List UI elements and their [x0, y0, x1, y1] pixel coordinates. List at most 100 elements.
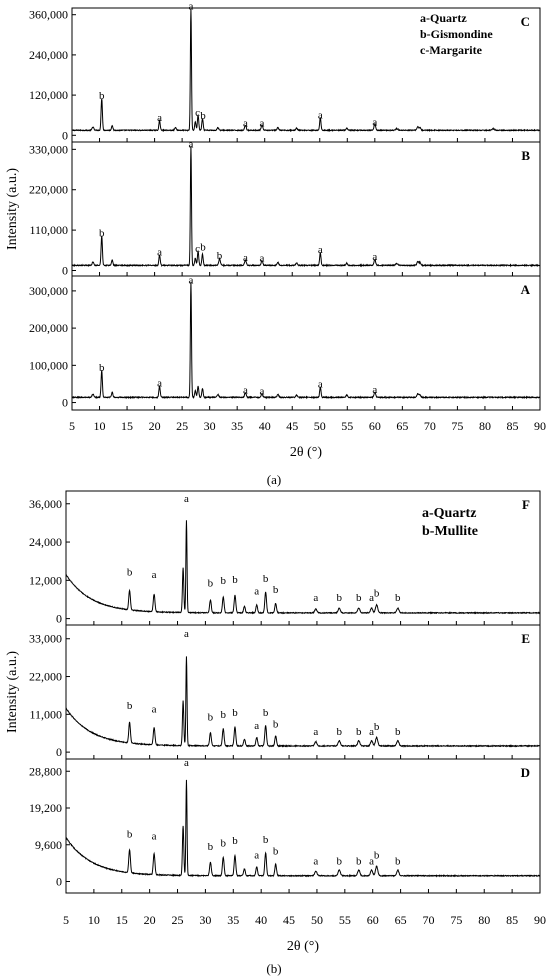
peak-label: a — [188, 1, 193, 13]
x-tick-label: 35 — [231, 419, 243, 433]
series-line-A — [71, 281, 541, 400]
x-tick-label: 25 — [176, 419, 188, 433]
peak-label: a — [184, 757, 189, 769]
y-tick-label: 28,800 — [29, 764, 62, 778]
peak-label: a — [243, 385, 248, 397]
x-tick-label: 30 — [199, 913, 211, 927]
x-tick-label: 60 — [369, 419, 381, 433]
peak-label: a — [152, 569, 157, 581]
x-tick-label: 10 — [88, 913, 100, 927]
peak-label: b — [217, 250, 223, 262]
x-tick-label: 80 — [479, 419, 491, 433]
x-tick-label: 85 — [506, 419, 518, 433]
panel-letter: A — [521, 282, 531, 297]
peak-label: b — [356, 592, 362, 604]
peak-label: b — [221, 837, 227, 849]
series-line-D — [65, 779, 541, 878]
panel-frame — [71, 275, 541, 411]
peak-label: b — [127, 828, 133, 840]
x-axis-title: 2θ (°) — [290, 445, 322, 460]
x-tick-label: 50 — [311, 913, 323, 927]
peak-label: a — [152, 830, 157, 842]
peak-label: b — [263, 707, 269, 719]
y-tick-label: 12,000 — [29, 573, 62, 587]
peak-label: b — [395, 726, 401, 738]
peak-label: a — [184, 493, 189, 505]
y-tick-label: 36,000 — [29, 497, 62, 511]
series-line-C — [71, 8, 541, 133]
y-tick-label: 0 — [62, 396, 68, 410]
caption-a: (a) — [267, 472, 281, 487]
peak-label: b — [208, 712, 214, 724]
x-tick-label: 5 — [69, 419, 75, 433]
y-tick-label: 100,000 — [29, 358, 68, 372]
peak-label: a — [243, 118, 248, 130]
legend-entry: c-Margarite — [420, 43, 483, 57]
peak-label: b — [232, 707, 238, 719]
x-tick-label: 20 — [144, 913, 156, 927]
x-axis-title: 2θ (°) — [287, 939, 319, 954]
y-tick-label: 0 — [62, 263, 68, 277]
peak-label: a — [157, 246, 162, 258]
y-tick-label: 240,000 — [29, 48, 68, 62]
x-tick-label: 70 — [422, 913, 434, 927]
panel-letter: B — [521, 148, 530, 163]
y-tick-label: 120,000 — [29, 88, 68, 102]
peak-label: b — [273, 718, 279, 730]
peak-label: a — [369, 855, 374, 867]
x-tick-label: 40 — [259, 419, 271, 433]
peak-label: b — [200, 110, 206, 122]
y-tick-label: 19,200 — [29, 801, 62, 815]
legend-entry: a-Quartz — [422, 506, 476, 521]
x-tick-label: 85 — [506, 913, 518, 927]
x-tick-label: 15 — [121, 419, 133, 433]
peak-label: a — [254, 586, 259, 598]
y-tick-label: 110,000 — [29, 223, 68, 237]
y-tick-label: 0 — [62, 128, 68, 142]
panel-frame — [65, 624, 541, 760]
peak-label: b — [374, 587, 380, 599]
x-tick-label: 45 — [286, 419, 298, 433]
peak-label: a — [369, 726, 374, 738]
legend-entry: a-Quartz — [420, 11, 467, 25]
peak-label: a — [188, 274, 193, 286]
peak-label: c — [195, 107, 200, 119]
peak-label: b — [99, 90, 105, 102]
peak-label: b — [273, 584, 279, 596]
x-tick-label: 45 — [283, 913, 295, 927]
panel-frame — [71, 141, 541, 277]
y-tick-label: 0 — [56, 612, 62, 626]
y-axis-title: Intensity (a.u.) — [5, 168, 20, 250]
peak-label: b — [127, 567, 133, 579]
peak-label: a — [152, 704, 157, 716]
peak-label: b — [395, 855, 401, 867]
peak-label: a — [254, 720, 259, 732]
peak-label: a — [184, 628, 189, 640]
legend-entry: b-Gismondine — [420, 27, 493, 41]
x-tick-label: 60 — [367, 913, 379, 927]
y-tick-label: 360,000 — [29, 8, 68, 22]
peak-label: a — [260, 118, 265, 130]
peak-label: b — [263, 834, 269, 846]
x-tick-label: 25 — [172, 913, 184, 927]
peak-label: a — [318, 379, 323, 391]
peak-label: a — [318, 110, 323, 122]
x-tick-label: 30 — [204, 419, 216, 433]
peak-label: a — [243, 252, 248, 264]
y-tick-label: 33,000 — [29, 632, 62, 646]
peak-label: b — [356, 855, 362, 867]
series-line-B — [71, 145, 541, 268]
panel-frame — [65, 758, 541, 894]
caption-b: (b) — [266, 961, 281, 976]
x-tick-label: 65 — [396, 419, 408, 433]
peak-label: b — [273, 846, 279, 858]
y-tick-label: 300,000 — [29, 284, 68, 298]
peak-label: a — [313, 726, 318, 738]
peak-label: b — [356, 726, 362, 738]
x-tick-label: 80 — [478, 913, 490, 927]
